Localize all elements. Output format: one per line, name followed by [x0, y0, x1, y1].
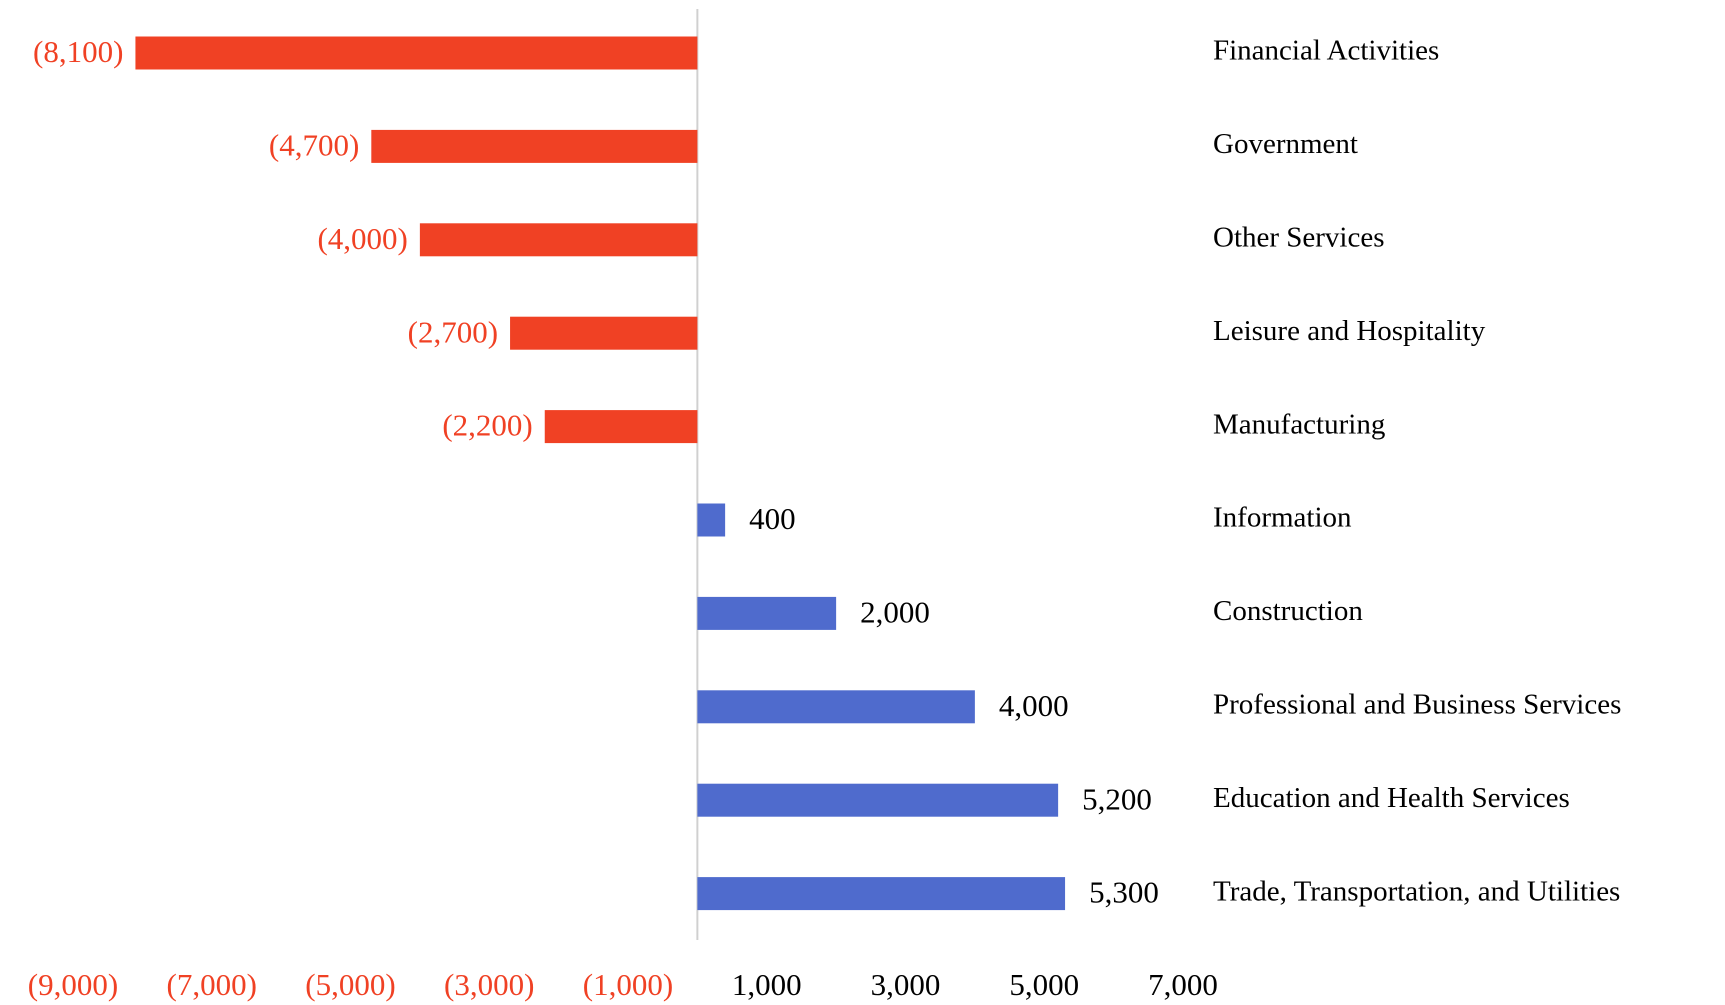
category-label: Manufacturing [1213, 408, 1385, 440]
data-label: 2,000 [860, 595, 930, 630]
bar [697, 596, 837, 630]
data-label: (2,700) [408, 314, 498, 349]
category-label: Professional and Business Services [1213, 688, 1621, 720]
bar [697, 783, 1059, 817]
x-tick-label: (5,000) [305, 967, 395, 1002]
x-tick-label: (3,000) [444, 967, 534, 1002]
x-tick-label: 5,000 [1009, 967, 1079, 1002]
category-label: Other Services [1213, 221, 1385, 253]
bar [419, 223, 698, 257]
x-tick-label: 1,000 [732, 967, 802, 1002]
data-label: (4,000) [317, 221, 407, 256]
category-label: Education and Health Services [1213, 782, 1570, 814]
x-tick-label: 7,000 [1148, 967, 1218, 1002]
category-label: Government [1213, 128, 1358, 160]
bar [510, 316, 698, 350]
x-tick-label: 3,000 [871, 967, 941, 1002]
data-label: 4,000 [999, 688, 1069, 723]
data-label: (4,700) [269, 128, 359, 163]
x-tick-label: (9,000) [28, 967, 118, 1002]
data-label: (2,200) [442, 408, 532, 443]
bar [371, 129, 698, 163]
x-tick-label: (7,000) [167, 967, 257, 1002]
data-label: 5,300 [1089, 875, 1159, 910]
category-label: Financial Activities [1213, 35, 1439, 67]
bar [697, 690, 975, 724]
bar [697, 877, 1066, 911]
category-label: Trade, Transportation, and Utilities [1213, 875, 1620, 907]
bar [135, 36, 698, 70]
bar [697, 503, 726, 537]
data-label: 5,200 [1082, 781, 1152, 816]
category-label: Construction [1213, 595, 1363, 627]
x-tick-label: (1,000) [583, 967, 673, 1002]
data-label: 400 [749, 501, 796, 536]
category-label: Information [1213, 502, 1352, 534]
data-label: (8,100) [33, 34, 123, 69]
bar [544, 410, 698, 444]
category-label: Leisure and Hospitality [1213, 315, 1486, 347]
